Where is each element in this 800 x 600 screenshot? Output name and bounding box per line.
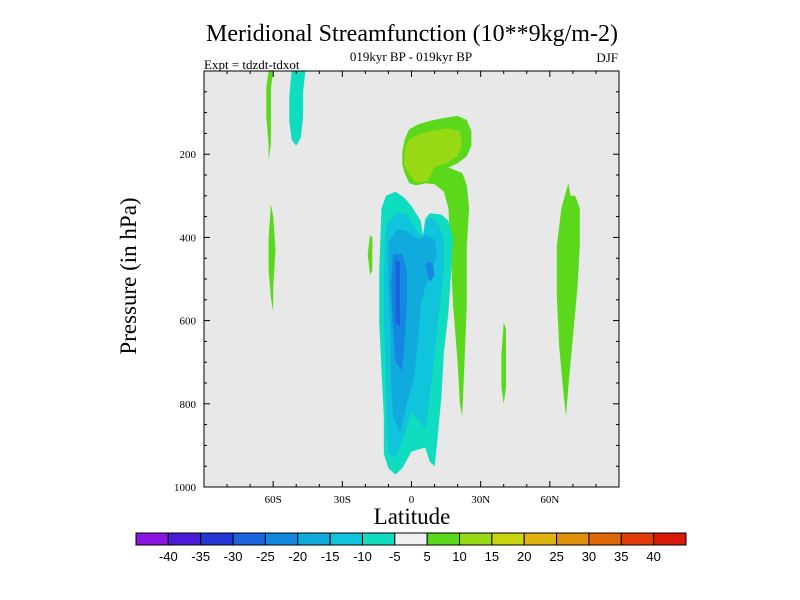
colorbar-box (653, 532, 687, 546)
contour-nh-70n-positive (556, 183, 580, 417)
colorbar (135, 532, 687, 546)
y-axis-title: Pressure (in hPa) (116, 197, 141, 354)
colorbar-label: -40 (159, 549, 178, 564)
y-tick-label: 1000 (174, 482, 197, 494)
colorbar-box (523, 532, 558, 546)
plot-border (203, 70, 620, 488)
y-tick-label: 200 (180, 149, 197, 161)
chart-subtitle-right: DJF (596, 50, 618, 65)
colorbar-label: 35 (614, 549, 628, 564)
colorbar-label: -5 (389, 549, 401, 564)
colorbar-box (264, 532, 299, 546)
colorbar-box (232, 532, 266, 546)
contour-sh-50s-negative-upper (289, 71, 306, 146)
axis-tick-labels: 60S 30S 0 30N 60N 200 400 600 800 1000 (174, 149, 559, 506)
colorbar-box (297, 532, 331, 546)
x-tick-label: 60S (265, 494, 282, 506)
contour-eq-neg-cell-eastern-spot (425, 261, 435, 283)
colorbar-label: 25 (549, 549, 563, 564)
colorbar-box (135, 532, 169, 546)
chart-subtitle-center: 019kyr BP - 019kyr BP (350, 49, 472, 64)
contour-sh-60s-positive-upper (266, 71, 274, 161)
x-tick-label: 60N (540, 494, 559, 506)
colorbar-label: -25 (256, 549, 275, 564)
y-tick-label: 600 (180, 316, 197, 328)
colorbar-box (459, 532, 493, 546)
colorbar-box (329, 532, 363, 546)
colorbar-label: -30 (224, 549, 243, 564)
colorbar-label: 40 (646, 549, 660, 564)
colorbar-label: -10 (353, 549, 372, 564)
colorbar-box (620, 532, 655, 546)
colorbar-box (426, 532, 461, 546)
colorbar-label: 10 (452, 549, 466, 564)
colorbar-label: -35 (191, 549, 210, 564)
colorbar-box (588, 532, 622, 546)
colorbar-box (200, 532, 234, 546)
colorbar-label: 15 (485, 549, 499, 564)
contour-sh-18s-positive (367, 235, 373, 275)
contour-nh-40n-positive (501, 322, 506, 404)
colorbar-label: 5 (424, 549, 431, 564)
chart-subtitle-left: Expt = tdzdt-tdxot (204, 57, 300, 72)
x-tick-label: 30S (334, 494, 351, 506)
colorbar-box (556, 532, 590, 546)
colorbar-label: 20 (517, 549, 531, 564)
contour-eq-neg-cell-peak (395, 260, 400, 327)
colorbar-box (394, 532, 428, 546)
x-tick-label: 30N (471, 494, 490, 506)
colorbar-label: -15 (321, 549, 340, 564)
contour-nh-upper-cell-mid (404, 128, 463, 183)
y-tick-label: 400 (180, 232, 197, 244)
colorbar-box (361, 532, 396, 546)
colorbar-box (167, 532, 202, 546)
x-axis-title: Latitude (374, 504, 451, 529)
contour-regions (266, 71, 580, 475)
colorbar-label: 30 (582, 549, 596, 564)
x-tick-label: 0 (409, 494, 415, 506)
colorbar-label: -20 (288, 549, 307, 564)
colorbar-box (491, 532, 525, 546)
contour-nh-upper-cell-outer (402, 115, 472, 417)
chart-title: Meridional Streamfunction (10**9kg/m-2) (206, 21, 618, 47)
colorbar-labels: -40 -35 -30 -25 -20 -15 -10 -5 5 10 15 20 25 30 35 40 (159, 549, 661, 564)
contour-sh-60s-positive-mid (268, 204, 276, 313)
y-tick-label: 800 (180, 399, 197, 411)
plot-frame (203, 70, 620, 488)
